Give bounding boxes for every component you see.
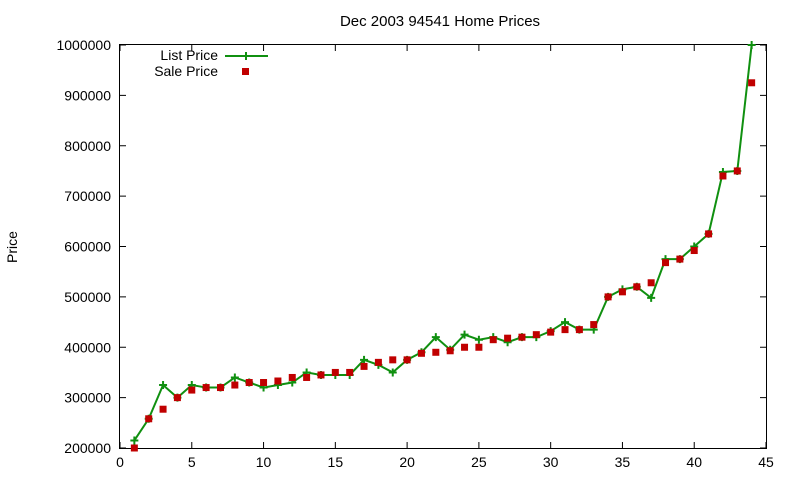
x-tick-label: 0 xyxy=(116,454,124,470)
sale-price-point xyxy=(575,326,583,334)
legend-label-sale-price: Sale Price xyxy=(154,63,218,79)
y-tick-label: 600000 xyxy=(64,239,111,255)
sale-price-point xyxy=(389,356,397,364)
x-tick-label: 30 xyxy=(543,454,559,470)
sale-price-point xyxy=(231,381,239,389)
list-price-point xyxy=(360,355,369,364)
list-price-line xyxy=(133,44,753,441)
sale-price-point xyxy=(518,333,526,341)
sale-price-point xyxy=(159,405,167,413)
sale-price-point xyxy=(303,373,311,381)
plot-frame xyxy=(119,44,767,449)
sale-price-point xyxy=(331,368,339,376)
sale-price-point xyxy=(432,348,440,356)
sale-price-point xyxy=(245,379,253,387)
y-tick-label: 300000 xyxy=(64,390,111,406)
sale-price-point xyxy=(461,343,469,351)
sale-price-point xyxy=(188,386,196,394)
sale-price-point xyxy=(647,279,655,287)
sale-price-point xyxy=(532,331,540,339)
sale-price-point xyxy=(719,172,727,180)
x-tick-label: 5 xyxy=(188,454,196,470)
sale-price-point xyxy=(274,377,282,385)
list-price-point xyxy=(388,368,397,377)
legend-swatch-plus xyxy=(242,52,250,60)
list-price-point xyxy=(460,330,469,339)
sale-price-point xyxy=(590,321,598,329)
sale-price-point xyxy=(346,368,354,376)
sale-price-point xyxy=(547,328,555,336)
x-tick-label: 45 xyxy=(758,454,774,470)
y-axis-label: Price xyxy=(4,231,20,263)
sale-price-point xyxy=(604,293,612,301)
x-tick-label: 25 xyxy=(471,454,487,470)
sale-price-point xyxy=(618,288,626,296)
x-tick-label: 40 xyxy=(686,454,702,470)
list-price-point xyxy=(159,381,168,390)
list-price-point xyxy=(130,436,139,445)
x-tick-label: 10 xyxy=(256,454,272,470)
sale-price-point xyxy=(374,358,382,366)
y-tick-label: 500000 xyxy=(64,289,111,305)
y-tick-label: 800000 xyxy=(64,138,111,154)
sale-price-point xyxy=(705,230,713,238)
list-price-point xyxy=(474,335,483,344)
y-tick-label: 400000 xyxy=(64,339,111,355)
sale-price-point xyxy=(317,371,325,379)
sale-price-point xyxy=(676,255,684,263)
sale-price-point xyxy=(733,167,741,175)
sale-price-point xyxy=(260,379,268,387)
sale-price-point xyxy=(216,384,224,392)
list-price-point xyxy=(647,293,656,302)
y-tick-label: 200000 xyxy=(64,440,111,456)
sale-price-point xyxy=(202,384,210,392)
x-tick-label: 15 xyxy=(328,454,344,470)
sale-price-point xyxy=(360,362,368,370)
y-tick-label: 900000 xyxy=(64,87,111,103)
sale-price-point xyxy=(130,444,138,452)
sale-price-point xyxy=(288,373,296,381)
sale-price-point xyxy=(403,356,411,364)
sale-price-point xyxy=(748,79,756,87)
sale-price-point xyxy=(145,415,153,423)
sale-price-point xyxy=(561,326,569,334)
sale-price-point xyxy=(633,283,641,291)
x-tick-label: 20 xyxy=(399,454,415,470)
sale-price-point xyxy=(662,259,670,267)
sale-price-point xyxy=(475,343,483,351)
y-tick-label: 700000 xyxy=(64,188,111,204)
y-tick-label: 1000000 xyxy=(56,37,111,53)
sale-price-point xyxy=(446,347,454,355)
list-price-point xyxy=(561,318,570,327)
legend-swatch-square xyxy=(242,68,249,75)
chart-title: Dec 2003 94541 Home Prices xyxy=(340,13,540,30)
list-price-point xyxy=(747,41,756,49)
sale-price-point xyxy=(489,336,497,344)
sale-price-point xyxy=(417,349,425,357)
sale-price-series xyxy=(130,79,756,452)
list-price-point xyxy=(230,373,239,382)
sale-price-point xyxy=(504,334,512,342)
x-tick-label: 35 xyxy=(615,454,631,470)
sale-price-point xyxy=(690,247,698,255)
list-price-point xyxy=(431,333,440,342)
list-price-series xyxy=(130,41,756,445)
sale-price-point xyxy=(173,394,181,402)
axis-ticks: 0 5 10 15 20 25 30 35 40 45 200000 300000 400000 5000… xyxy=(56,37,774,470)
legend-label-list-price: List Price xyxy=(160,47,218,63)
